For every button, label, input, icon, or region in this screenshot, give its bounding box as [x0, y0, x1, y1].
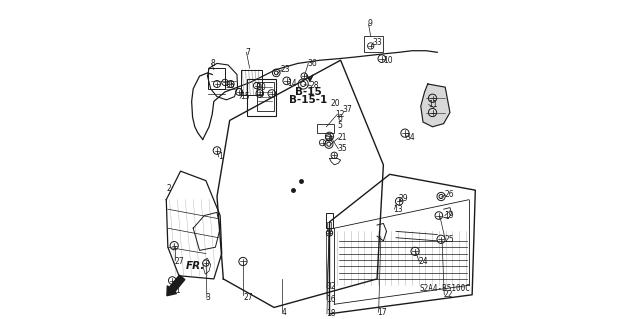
Text: 28: 28 [310, 81, 319, 90]
Text: 3: 3 [206, 293, 211, 302]
Text: 27: 27 [174, 257, 184, 266]
Text: 5: 5 [338, 121, 342, 130]
Text: 16: 16 [326, 295, 336, 304]
Text: 11: 11 [428, 100, 437, 109]
Text: 25: 25 [444, 235, 454, 244]
Text: 26: 26 [444, 190, 454, 199]
Text: 9: 9 [367, 19, 372, 28]
Text: 24: 24 [419, 257, 428, 266]
Text: 29: 29 [399, 194, 408, 203]
Bar [241, 70, 262, 95]
Text: 13: 13 [393, 205, 403, 214]
Text: 18: 18 [326, 309, 336, 318]
Text: 22: 22 [444, 290, 453, 299]
Text: 37: 37 [342, 105, 352, 114]
Text: 10: 10 [383, 56, 393, 65]
Text: 33: 33 [372, 38, 382, 47]
Bar [317, 124, 334, 133]
Text: 17: 17 [377, 308, 387, 317]
Bar [247, 79, 276, 116]
Text: 4: 4 [282, 308, 286, 317]
Bar [209, 68, 225, 89]
Bar [257, 82, 274, 111]
Text: 12: 12 [335, 110, 345, 119]
Text: 15: 15 [240, 92, 250, 101]
Text: 1: 1 [218, 152, 223, 161]
Polygon shape [420, 84, 450, 127]
Text: 14: 14 [287, 79, 297, 88]
Text: 32: 32 [326, 282, 336, 291]
Text: 8: 8 [211, 59, 216, 68]
Text: 30: 30 [257, 83, 266, 92]
Text: 35: 35 [225, 81, 235, 90]
Text: B-15-1: B-15-1 [289, 95, 328, 105]
Text: 19: 19 [444, 211, 454, 220]
Text: 20: 20 [330, 99, 340, 108]
Text: FR.: FR. [186, 261, 205, 271]
Text: 23: 23 [281, 65, 291, 74]
Bar [327, 222, 331, 231]
Text: 34: 34 [406, 133, 415, 142]
Text: 35: 35 [338, 145, 348, 153]
Text: 21: 21 [338, 133, 348, 142]
Text: 36: 36 [307, 59, 317, 68]
Text: 7: 7 [246, 48, 250, 57]
FancyArrow shape [167, 275, 185, 296]
Text: 2: 2 [166, 184, 172, 193]
Text: 27: 27 [244, 293, 253, 302]
Text: 31: 31 [172, 286, 181, 294]
Bar [364, 36, 383, 52]
Text: 6: 6 [338, 114, 342, 123]
Bar [326, 213, 333, 228]
Text: S2A4-B5100C: S2A4-B5100C [420, 284, 470, 293]
Text: B-15: B-15 [295, 87, 322, 97]
